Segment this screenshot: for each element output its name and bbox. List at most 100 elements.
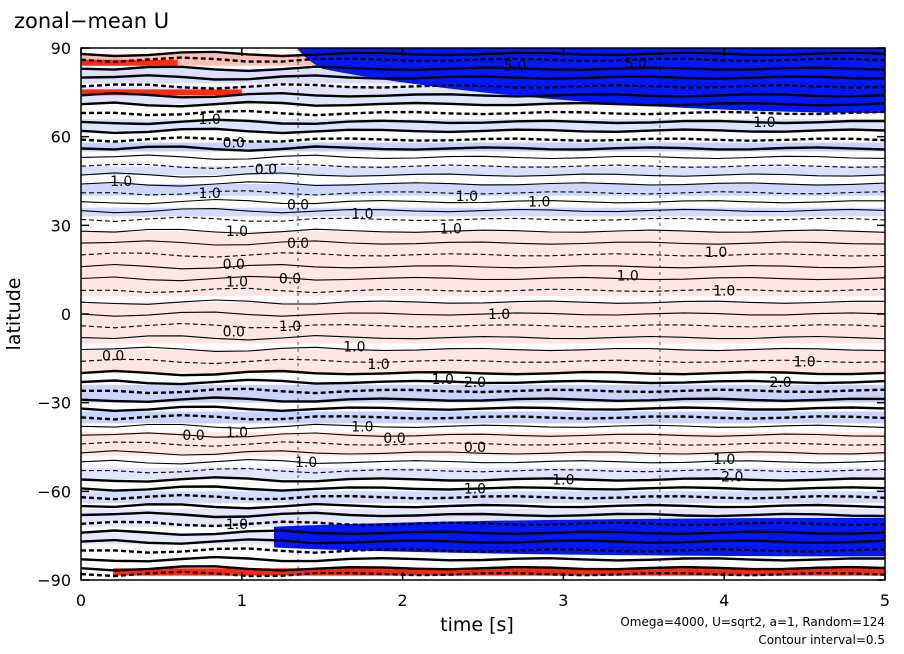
run-parameters-note: Omega=4000, U=sqrt2, a=1, Random=124 — [620, 615, 885, 629]
y-tick-label: −30 — [37, 394, 71, 413]
x-tick-label: 3 — [558, 591, 568, 610]
contour-line — [81, 529, 885, 537]
contour-line — [81, 275, 885, 282]
contour-label: 0.0 — [279, 272, 301, 288]
contour-label: 0.0 — [102, 348, 124, 364]
contour-line — [81, 287, 885, 294]
contour-line — [81, 208, 885, 214]
high-speed-regions — [81, 48, 885, 576]
contour-line — [81, 163, 885, 169]
contour-line — [81, 240, 885, 246]
y-tick-label: 30 — [51, 216, 71, 235]
contour-label: 1.0 — [713, 452, 735, 468]
contour-label: 1.0 — [295, 455, 317, 471]
contour-label: 0.0 — [223, 325, 245, 341]
contour-line — [81, 323, 885, 329]
y-axis: 90 60 30 0 −30 −60 −90 — [37, 39, 885, 590]
contour-label: 1.0 — [552, 473, 574, 489]
color-band — [81, 207, 885, 217]
x-tick-label: 5 — [880, 591, 890, 610]
contour-line — [81, 299, 885, 305]
contour-line — [81, 335, 885, 341]
x-axis: 0 1 2 3 4 5 — [76, 48, 890, 610]
contour-line — [81, 423, 885, 430]
contour-line — [81, 413, 885, 421]
contour-label: 1.0 — [351, 207, 373, 223]
chart-title: zonal−mean U — [14, 9, 169, 33]
contour-label: 1.0 — [351, 419, 373, 435]
y-tick-label: 90 — [51, 39, 71, 58]
contour-label: 1.0 — [226, 517, 248, 533]
contour-label: 5.0 — [625, 56, 647, 72]
contour-label: 1.0 — [343, 340, 365, 356]
y-tick-label: 0 — [61, 305, 71, 324]
contour-line — [81, 181, 885, 187]
y-tick-label: −60 — [37, 482, 71, 501]
contour-label: 1.0 — [226, 425, 248, 441]
contour-line — [81, 311, 885, 317]
contour-line — [81, 502, 885, 510]
contour-line — [81, 65, 885, 73]
color-band — [81, 118, 885, 131]
contour-line — [81, 565, 885, 572]
contour-label: 1.0 — [226, 274, 248, 290]
contour-label: 1.0 — [226, 224, 248, 240]
contour-line — [81, 127, 885, 135]
contour-line — [81, 358, 885, 365]
contour-line — [81, 441, 885, 447]
contour-label: 1.0 — [367, 357, 389, 373]
contour-line — [81, 396, 885, 404]
south-polar-jet-region — [274, 517, 885, 557]
contour-line — [81, 346, 885, 352]
contour-line — [81, 172, 885, 178]
contour-label: 5.0 — [504, 59, 526, 75]
contour-line — [81, 190, 885, 196]
contour-line — [81, 555, 885, 563]
contour-label: 0.0 — [287, 198, 309, 214]
contour-line — [81, 511, 885, 519]
contour-line — [81, 100, 885, 108]
contour-line — [81, 432, 885, 438]
contour-label: 2.0 — [769, 375, 791, 391]
contour-label: 0.0 — [223, 136, 245, 152]
contour-label: 1.0 — [464, 481, 486, 497]
contour-line — [81, 547, 885, 554]
contour-line — [81, 50, 885, 58]
contour-line — [81, 538, 885, 545]
contour-label: 0.0 — [464, 440, 486, 456]
x-tick-label: 0 — [76, 591, 86, 610]
contour-line — [81, 74, 885, 81]
contour-label: 1.0 — [440, 221, 462, 237]
contour-label: 1.0 — [199, 112, 221, 128]
contour-line — [81, 216, 885, 222]
x-tick-label: 4 — [719, 591, 729, 610]
contour-line — [81, 570, 885, 578]
color-band — [81, 231, 885, 297]
contour-line — [81, 476, 885, 483]
contour-line — [81, 83, 885, 90]
y-axis-label: latitude — [3, 278, 25, 351]
contour-label: 1.0 — [713, 283, 735, 299]
contour-line — [81, 450, 885, 456]
contour-line — [81, 263, 885, 270]
color-band — [81, 183, 885, 196]
contour-line — [81, 145, 885, 152]
contour-lines — [81, 48, 885, 580]
contour-label: 1.0 — [793, 354, 815, 370]
contour-label: 0.0 — [383, 431, 405, 447]
contour-label: 1.0 — [110, 174, 132, 190]
contour-line — [81, 91, 885, 99]
contour-line — [81, 459, 885, 465]
contour-line — [81, 154, 885, 160]
contour-label: 1.0 — [456, 189, 478, 205]
contour-label: 1.0 — [705, 245, 727, 261]
contour-label: 1.0 — [199, 186, 221, 202]
contour-line — [81, 369, 885, 377]
contour-label: 1.0 — [528, 195, 550, 211]
contour-line — [81, 198, 885, 205]
contour-labels-group: 5.05.01.01.00.00.01.01.00.01.01.0 1.01.01… — [102, 56, 816, 533]
contour-label: 1.0 — [432, 372, 454, 388]
color-band — [81, 467, 885, 480]
contour-label: 1.0 — [753, 115, 775, 131]
